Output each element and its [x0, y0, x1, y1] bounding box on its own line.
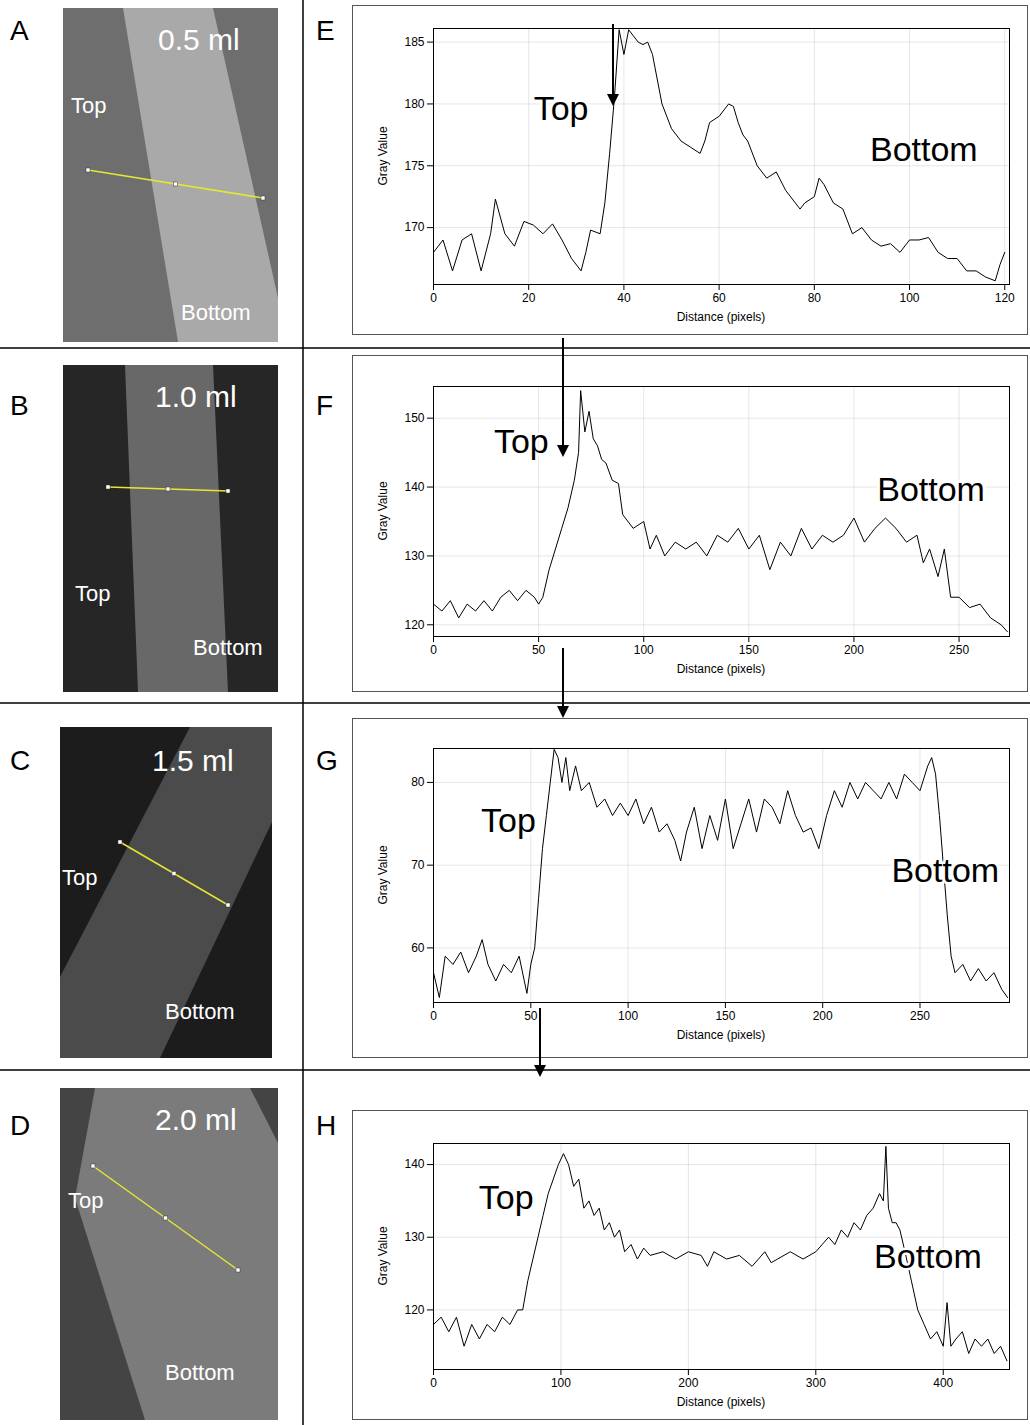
- html-text:C: C: [10, 745, 31, 776]
- svg-text:170: 170: [404, 220, 424, 234]
- svg-text:Bottom: Bottom: [165, 999, 235, 1024]
- svg-text:120: 120: [404, 618, 424, 632]
- svg-text:Bottom: Bottom: [877, 470, 985, 508]
- svg-text:Bottom: Bottom: [874, 1237, 982, 1275]
- svg-text:0.5 ml: 0.5 ml: [158, 23, 240, 56]
- svg-text:50: 50: [524, 1009, 538, 1023]
- html-text:G: G: [316, 745, 338, 776]
- svg-text:120: 120: [404, 1303, 424, 1317]
- svg-text:60: 60: [411, 941, 425, 955]
- svg-text:2.0 ml: 2.0 ml: [155, 1103, 237, 1136]
- svg-text:150: 150: [404, 411, 424, 425]
- svg-text:130: 130: [404, 549, 424, 563]
- svg-text:175: 175: [404, 159, 424, 173]
- svg-text:1.0 ml: 1.0 ml: [155, 380, 237, 413]
- svg-text:0: 0: [430, 643, 437, 657]
- svg-text:20: 20: [522, 291, 536, 305]
- html-text:Distance (pixels): Distance (pixels): [676, 662, 766, 676]
- svg-text:120: 120: [995, 291, 1015, 305]
- html-text:Distance (pixels): Distance (pixels): [676, 310, 766, 324]
- svg-text:0: 0: [430, 1376, 437, 1390]
- svg-text:130: 130: [404, 1230, 424, 1244]
- svg-text:250: 250: [910, 1009, 930, 1023]
- svg-text:Bottom: Bottom: [181, 300, 251, 325]
- svg-text:140: 140: [404, 1157, 424, 1171]
- html-text:D: D: [10, 1110, 31, 1141]
- svg-text:Top: Top: [494, 422, 549, 460]
- svg-text:1.5 ml: 1.5 ml: [152, 744, 234, 777]
- svg-text:50: 50: [532, 643, 546, 657]
- html-text:Distance (pixels): Distance (pixels): [676, 1395, 766, 1409]
- svg-text:100: 100: [634, 643, 654, 657]
- svg-text:140: 140: [404, 480, 424, 494]
- svg-text:185: 185: [404, 35, 424, 49]
- svg-text:Top: Top: [481, 801, 536, 839]
- svg-text:Top: Top: [534, 89, 589, 127]
- html-text:Gray Value: Gray Value: [376, 481, 390, 541]
- svg-text:0: 0: [430, 291, 437, 305]
- svg-text:200: 200: [678, 1376, 698, 1390]
- svg-text:80: 80: [808, 291, 822, 305]
- svg-text:Top: Top: [479, 1178, 534, 1216]
- svg-text:250: 250: [949, 643, 969, 657]
- svg-text:Bottom: Bottom: [891, 851, 999, 889]
- html-text:B: B: [10, 390, 29, 421]
- svg-text:Top: Top: [62, 865, 97, 890]
- svg-text:80: 80: [411, 775, 425, 789]
- svg-text:150: 150: [715, 1009, 735, 1023]
- svg-text:Top: Top: [68, 1188, 103, 1213]
- svg-text:Bottom: Bottom: [165, 1360, 235, 1385]
- svg-text:100: 100: [618, 1009, 638, 1023]
- svg-text:Bottom: Bottom: [193, 635, 263, 660]
- svg-text:70: 70: [411, 858, 425, 872]
- html-text:Gray Value: Gray Value: [376, 126, 390, 186]
- svg-text:100: 100: [551, 1376, 571, 1390]
- html-text:H: H: [316, 1110, 337, 1141]
- svg-text:100: 100: [900, 291, 920, 305]
- html-text:A: A: [10, 15, 29, 46]
- svg-text:60: 60: [712, 291, 726, 305]
- svg-text:180: 180: [404, 97, 424, 111]
- svg-text:400: 400: [933, 1376, 953, 1390]
- html-text:Gray Value: Gray Value: [376, 845, 390, 905]
- html-text:Distance (pixels): Distance (pixels): [676, 1028, 766, 1042]
- html-text:Gray Value: Gray Value: [376, 1226, 390, 1286]
- svg-text:300: 300: [806, 1376, 826, 1390]
- svg-text:0: 0: [430, 1009, 437, 1023]
- html-text:F: F: [316, 390, 334, 421]
- svg-text:200: 200: [844, 643, 864, 657]
- svg-text:Top: Top: [75, 581, 110, 606]
- svg-text:Bottom: Bottom: [870, 130, 978, 168]
- html-text:E: E: [316, 15, 335, 46]
- svg-text:150: 150: [739, 643, 759, 657]
- svg-text:200: 200: [813, 1009, 833, 1023]
- svg-text:40: 40: [617, 291, 631, 305]
- svg-text:Top: Top: [71, 93, 106, 118]
